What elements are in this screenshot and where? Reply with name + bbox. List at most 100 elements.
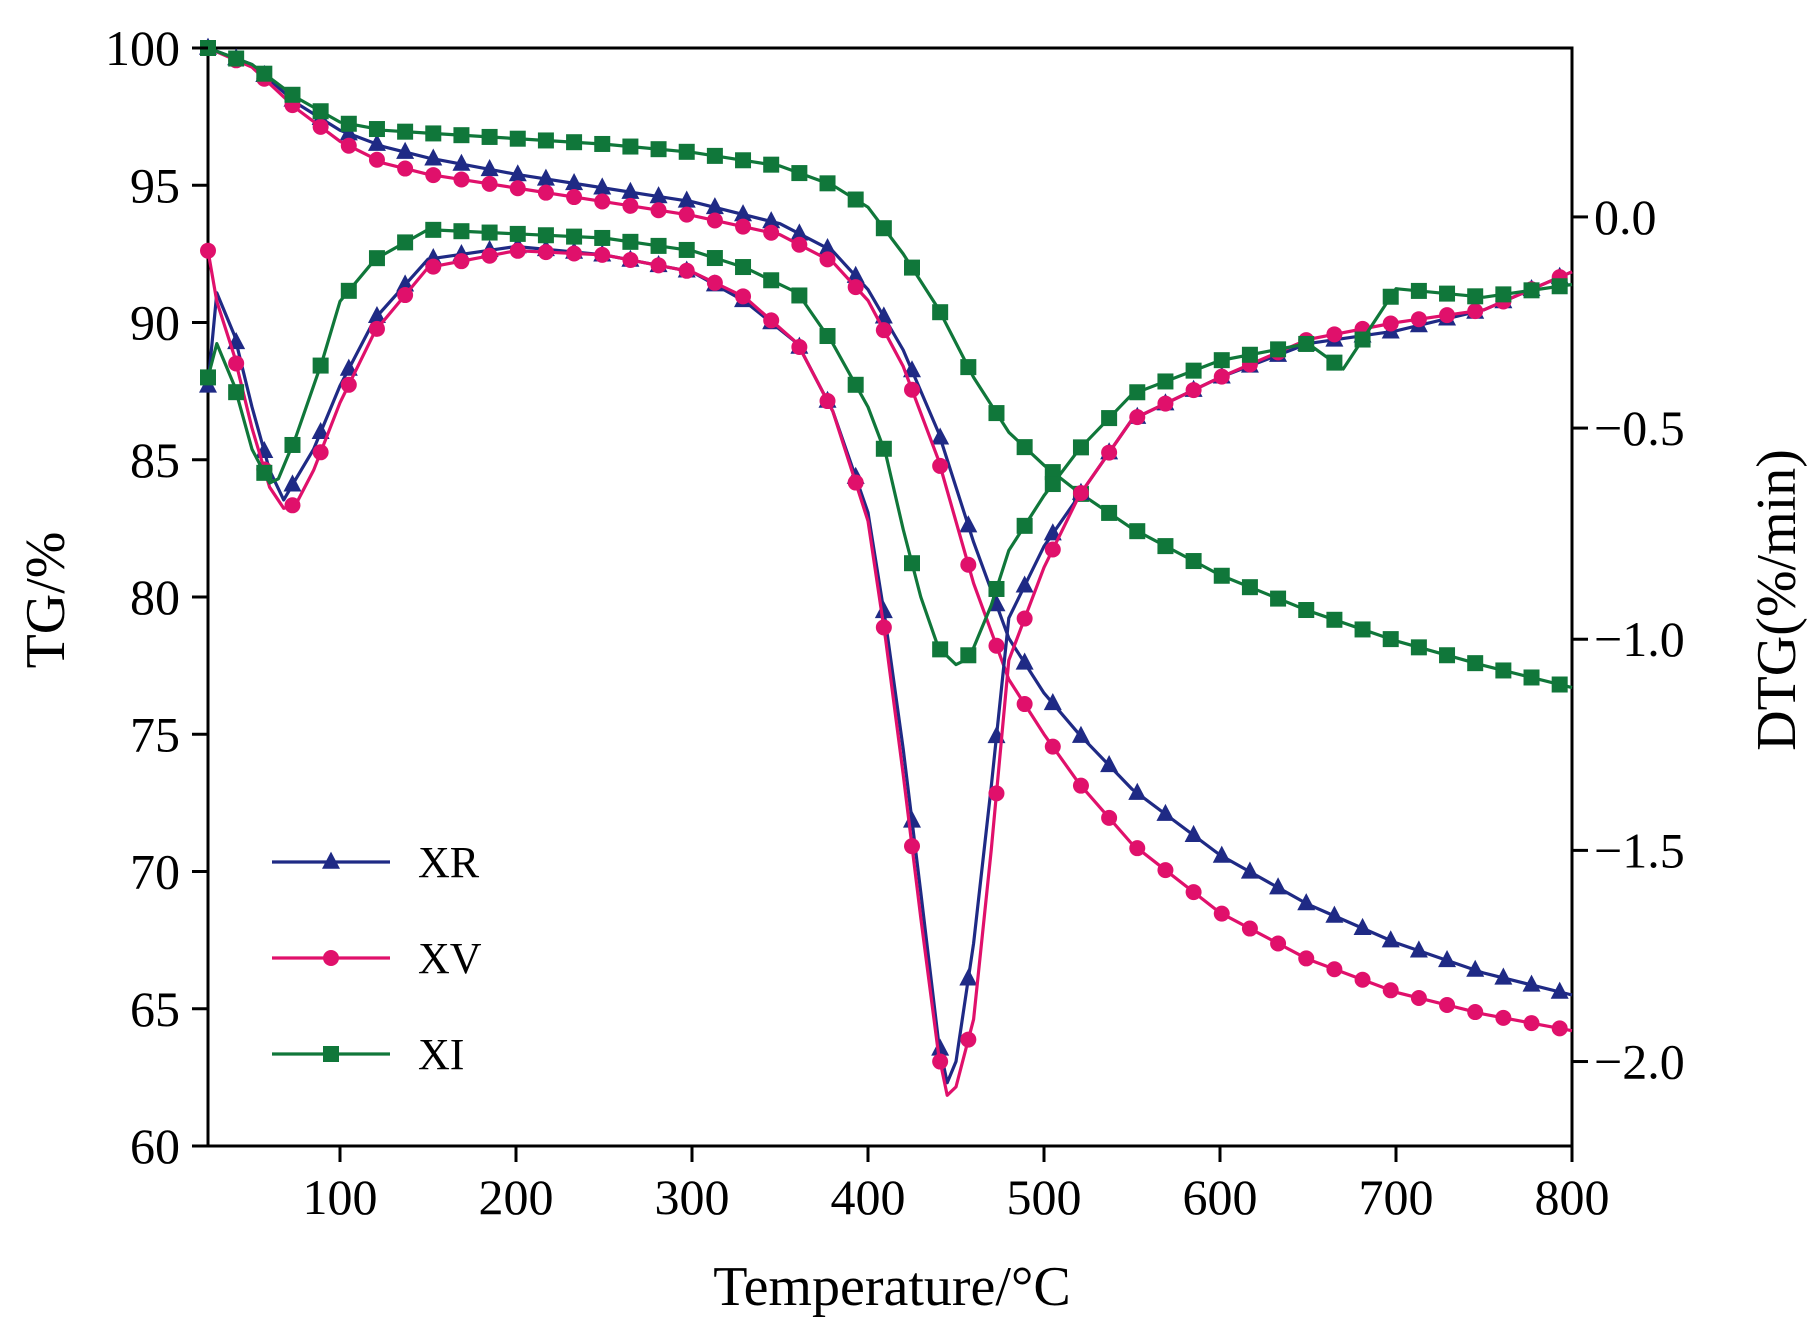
data-point <box>1129 409 1146 426</box>
data-point <box>425 221 442 238</box>
data-point <box>1354 621 1371 638</box>
data-point <box>1101 809 1118 826</box>
data-point <box>1523 1015 1540 1032</box>
data-point <box>1184 824 1203 843</box>
data-point <box>1157 395 1174 412</box>
data-point <box>706 147 723 164</box>
data-point <box>367 133 386 151</box>
data-point <box>284 436 301 453</box>
legend-marker <box>322 851 340 869</box>
data-point <box>988 785 1005 802</box>
data-point <box>425 167 442 184</box>
data-point <box>1522 974 1541 992</box>
data-point <box>1381 930 1400 948</box>
data-point <box>1325 905 1344 923</box>
data-point <box>1326 611 1343 628</box>
data-point <box>931 1038 950 1056</box>
data-point <box>903 810 921 828</box>
data-point <box>1071 725 1090 743</box>
data-point <box>1467 303 1484 320</box>
data-point <box>988 405 1005 422</box>
x-axis-title: Temperature/°C <box>713 1256 1070 1318</box>
data-point <box>1043 693 1062 711</box>
data-point <box>621 181 640 199</box>
data-point <box>1494 967 1513 985</box>
data-point <box>650 237 667 254</box>
x-tick-label: 700 <box>1359 1169 1434 1225</box>
data-point <box>397 287 414 304</box>
data-point <box>678 206 695 223</box>
data-point <box>256 65 273 82</box>
legend: XR XV XI <box>272 838 482 1079</box>
data-point <box>1015 575 1034 593</box>
data-point <box>1410 282 1427 299</box>
data-point <box>1213 905 1230 922</box>
data-point <box>339 358 358 376</box>
data-point <box>509 225 526 242</box>
data-point <box>1213 368 1230 385</box>
data-point <box>874 601 893 619</box>
data-point <box>1128 782 1147 800</box>
data-point <box>200 369 216 386</box>
series-xi-dtg <box>200 221 1573 667</box>
data-point <box>1072 777 1089 794</box>
data-point <box>368 121 385 138</box>
data-point <box>1353 917 1372 936</box>
data-point <box>706 274 723 291</box>
data-point <box>200 242 216 259</box>
data-point <box>932 1053 949 1070</box>
data-point <box>452 153 471 171</box>
data-point <box>1495 1009 1512 1026</box>
legend-item-xv: XV <box>272 934 482 983</box>
y-right-tick-label: −1.0 <box>1594 611 1685 667</box>
data-point <box>847 191 864 208</box>
y-left-tick-label: 90 <box>130 295 180 351</box>
data-point <box>594 246 611 263</box>
series-line <box>207 46 1573 997</box>
y-left-tick-label: 85 <box>130 432 180 488</box>
data-point <box>1101 410 1118 427</box>
data-point <box>1129 384 1146 401</box>
data-point <box>1157 538 1174 555</box>
data-point <box>1523 282 1540 299</box>
data-point <box>1072 439 1089 456</box>
data-point <box>425 125 442 142</box>
data-point <box>228 355 245 372</box>
data-point <box>1213 352 1230 369</box>
series-xv-dtg <box>200 242 1573 1097</box>
data-point <box>537 132 554 149</box>
data-point <box>706 250 723 267</box>
data-point <box>904 259 920 276</box>
data-point <box>819 393 836 410</box>
data-point <box>284 497 301 514</box>
data-point <box>735 218 752 235</box>
data-point <box>1354 971 1371 988</box>
data-point <box>1326 326 1343 343</box>
data-point <box>509 242 526 259</box>
y-left-tick-label: 75 <box>130 706 180 762</box>
data-point <box>762 211 781 229</box>
data-point <box>650 141 667 158</box>
data-point <box>311 421 330 440</box>
data-point <box>1240 861 1259 879</box>
data-point <box>875 322 892 339</box>
y-left-tick-label: 80 <box>130 569 180 625</box>
data-point <box>988 637 1005 654</box>
data-point <box>819 175 836 192</box>
data-point <box>1495 286 1512 303</box>
data-point <box>960 1031 977 1048</box>
y-left-tick-label: 70 <box>130 844 180 900</box>
data-point <box>706 212 723 229</box>
data-point <box>649 186 668 204</box>
series-line <box>207 46 1573 690</box>
data-point <box>228 384 245 401</box>
data-point <box>678 143 695 160</box>
data-point <box>368 151 385 168</box>
y-right-tick-label: 0.0 <box>1594 189 1657 245</box>
data-point <box>566 228 583 245</box>
legend-marker <box>323 1046 339 1062</box>
legend-label: XR <box>418 838 480 887</box>
y-right-tick-label: −2.0 <box>1594 1034 1685 1090</box>
data-point <box>622 233 639 250</box>
data-point <box>763 156 780 173</box>
